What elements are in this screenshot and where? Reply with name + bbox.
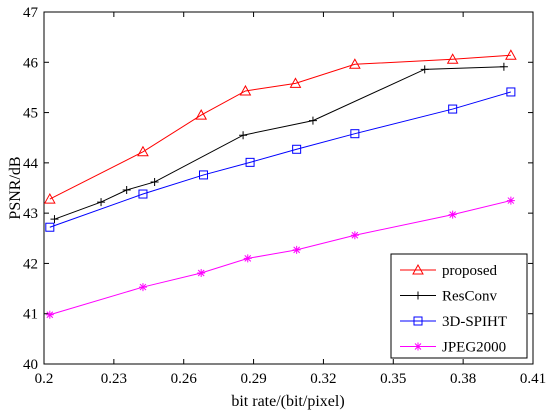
x-tick-label: 0.23 xyxy=(101,371,127,387)
data-point-3d-spiht xyxy=(45,222,55,232)
legend-marker-resconv xyxy=(414,291,422,300)
series-line-3d-spiht xyxy=(49,91,512,228)
series-markers xyxy=(43,49,517,319)
legend-label-3d-spiht: 3D-SPIHT xyxy=(442,314,507,330)
series-line-jpeg2000 xyxy=(49,200,511,316)
data-point-resconv xyxy=(420,65,429,74)
legend-label-resconv: ResConv xyxy=(442,289,498,305)
y-tick-label: 40 xyxy=(23,357,38,373)
data-point-jpeg2000 xyxy=(138,283,147,292)
data-point-3d-spiht xyxy=(506,87,516,97)
series-line-proposed xyxy=(49,54,511,200)
data-point-jpeg2000 xyxy=(292,245,301,254)
y-tick-label: 45 xyxy=(23,106,38,122)
data-point-proposed xyxy=(137,145,149,157)
data-point-proposed xyxy=(43,193,56,204)
data-point-jpeg2000 xyxy=(197,268,206,277)
legend-marker-jpeg2000 xyxy=(414,342,422,351)
data-point-3d-spiht xyxy=(292,144,302,154)
y-tick-label: 44 xyxy=(23,156,39,172)
data-point-resconv xyxy=(150,177,159,186)
series-line-resconv xyxy=(54,66,504,220)
data-point-resconv xyxy=(97,198,106,207)
data-point-proposed xyxy=(349,58,361,69)
legend: proposed ResConv 3D-SPIHT JPEG2000 xyxy=(390,253,528,359)
legend-label-jpeg2000: JPEG2000 xyxy=(442,340,506,356)
data-point-3d-spiht xyxy=(199,170,209,180)
data-point-3d-spiht xyxy=(350,129,360,139)
data-point-proposed xyxy=(195,109,208,120)
data-point-jpeg2000 xyxy=(243,254,252,263)
data-point-resconv xyxy=(499,62,508,71)
series-lines xyxy=(49,54,512,316)
data-point-proposed xyxy=(505,49,517,60)
legend-marker-proposed xyxy=(412,263,424,275)
x-tick-label: 0.41 xyxy=(520,371,546,387)
y-axis-label: PSNR/dB xyxy=(7,156,24,219)
data-point-3d-spiht xyxy=(448,104,458,114)
data-point-3d-spiht xyxy=(245,157,255,167)
x-axis-label: bit rate/(bit/pixel) xyxy=(231,393,344,410)
data-point-jpeg2000 xyxy=(45,310,54,319)
y-tick-label: 47 xyxy=(23,5,39,21)
data-point-resconv xyxy=(239,131,248,140)
data-point-resconv xyxy=(308,116,317,125)
data-point-jpeg2000 xyxy=(448,210,457,219)
y-tick-label: 43 xyxy=(23,206,38,222)
x-tick-label: 0.32 xyxy=(310,371,336,387)
data-point-proposed xyxy=(446,53,459,64)
x-tick-label: 0.35 xyxy=(380,371,406,387)
data-point-resconv xyxy=(50,215,59,224)
legend-label-proposed: proposed xyxy=(442,263,497,279)
x-tick-label: 0.29 xyxy=(240,371,266,387)
data-point-proposed xyxy=(239,84,252,96)
y-tick-label: 41 xyxy=(23,307,38,323)
legend-marker-3d-spiht xyxy=(413,316,423,326)
x-tick-label: 0.26 xyxy=(171,371,198,387)
x-tick-label: 0.38 xyxy=(450,371,476,387)
data-point-proposed xyxy=(289,77,302,88)
data-point-3d-spiht xyxy=(138,189,148,199)
data-point-jpeg2000 xyxy=(506,196,515,205)
data-point-jpeg2000 xyxy=(350,231,359,240)
y-tick-label: 42 xyxy=(23,256,38,272)
data-point-resconv xyxy=(122,186,131,195)
x-tick-label: 0.2 xyxy=(35,371,54,387)
y-tick-label: 46 xyxy=(23,55,39,71)
legend-box xyxy=(390,253,528,359)
tick-group: 0.2 0.23 0.26 0.29 0.32 0.35 0.38 0.41 40 41 42 43 4… xyxy=(23,5,546,387)
